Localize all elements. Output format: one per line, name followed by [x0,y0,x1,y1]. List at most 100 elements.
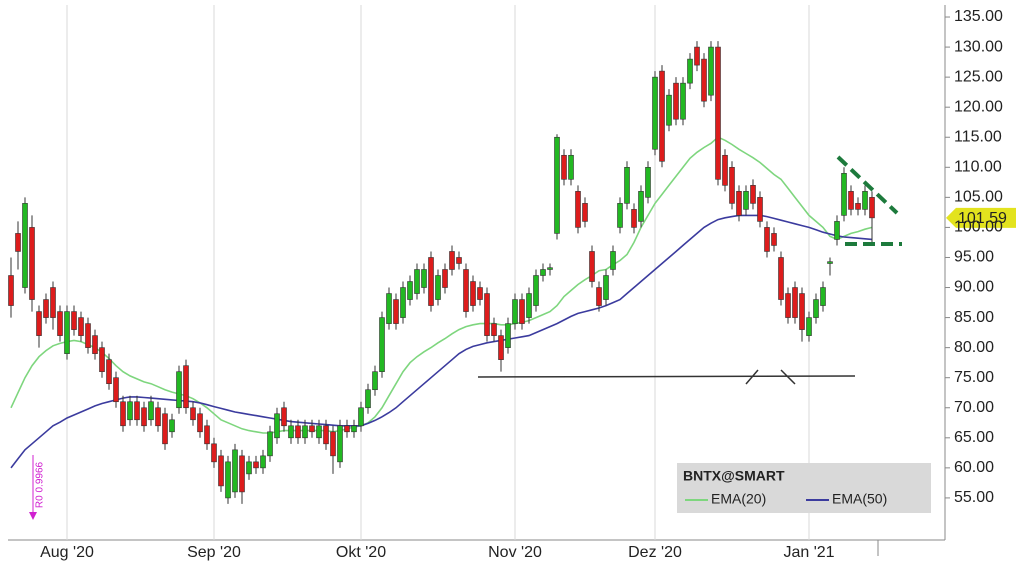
y-tick-label: 65.00 [954,429,994,446]
x-tick-label: Nov '20 [488,544,542,561]
candle-body [841,173,847,216]
candle-body [708,46,714,96]
candle-body [456,257,462,264]
support-line [477,375,856,378]
candle-body [36,311,42,336]
break-mark [780,369,796,385]
candle-body [540,269,546,276]
candle-body [57,311,63,336]
candle-body [694,46,700,66]
annotation-arrow [29,512,37,520]
candle-body [267,431,273,457]
y-tick-label: 70.00 [954,399,994,416]
candle-body [232,449,238,493]
candle-body [169,419,175,433]
candle-body [533,275,539,306]
candle-body [526,293,532,318]
last-price-marker [946,207,1016,228]
candle-body [218,455,224,487]
candle-body [505,323,511,348]
candle-body [673,82,679,120]
x-tick-label: Aug '20 [40,544,94,561]
candle-body [582,203,588,222]
x-tick-label: Dez '20 [628,544,682,561]
candle-body [323,425,329,445]
candle-body [407,281,413,300]
candle-body [386,293,392,324]
candle-body [603,275,609,300]
candle-body [547,267,553,270]
candle-body [736,191,742,216]
candle-body [610,251,616,270]
candle-body [589,251,595,282]
candle-body [568,154,574,180]
candle-body [337,425,343,463]
candle-body [141,407,147,427]
legend: BNTX@SMART EMA(20) EMA(50) [677,463,931,513]
break-mark [745,369,759,385]
candle-body [575,191,581,228]
candle-body [715,46,721,180]
last-price-label: 101.59 [958,210,1007,227]
candle-body [22,203,28,288]
candle-body [253,461,259,469]
candle-body [617,203,623,228]
legend-box [677,463,931,513]
ema-line [10,214,873,469]
candle-body [281,407,287,427]
candle-body [85,323,91,348]
candle-body [855,203,861,210]
y-tick-label: 110.00 [954,159,1002,176]
y-tick-label: 130.00 [954,38,1003,55]
candle-body [211,443,217,463]
candle-body [771,233,777,246]
candle-body [225,461,231,499]
candle-body [190,407,196,421]
y-tick-label: 75.00 [954,369,994,386]
candle-body [155,407,161,427]
y-tick-label: 60.00 [954,459,994,476]
y-tick-label: 100.00 [954,219,1003,236]
candle-body [491,323,497,336]
candle-body [148,401,154,421]
candle-body [330,431,336,457]
y-tick-label: 125.00 [954,68,1003,85]
candle-body [239,455,245,493]
candle-body [99,347,105,372]
candle-body [729,167,735,204]
candle-body [722,154,728,186]
candle-body [400,287,406,318]
candle-body [813,299,819,318]
candle-body [295,425,301,439]
candle-body [309,425,315,433]
candle-body [512,299,518,324]
candle-body [624,167,630,204]
candle-body [43,299,49,318]
candle-body [372,371,378,391]
candle-body [29,227,35,300]
legend-label: EMA(50) [832,491,887,507]
candle-body [246,461,252,475]
candle-body [106,359,112,385]
candle-body [645,167,651,198]
candle-body [463,269,469,312]
candle-body [519,299,525,324]
y-tick-label: 115.00 [954,128,1002,145]
candle-body [344,425,350,433]
candle-body [666,94,672,126]
y-tick-label: 135.00 [954,8,1003,25]
candle-body [848,191,854,210]
candle-body [827,261,833,264]
candle-body [484,293,490,336]
y-tick-label: 55.00 [954,489,994,506]
candle-body [379,317,385,372]
candle-body [127,401,133,421]
y-tick-label: 105.00 [954,189,1003,206]
candle-body [757,197,763,222]
candle-body [477,287,483,300]
candle-body [358,407,364,427]
candle-body [869,197,875,219]
candle-body [134,401,140,421]
x-tick-label: Okt '20 [336,544,386,561]
candle-body [638,191,644,222]
